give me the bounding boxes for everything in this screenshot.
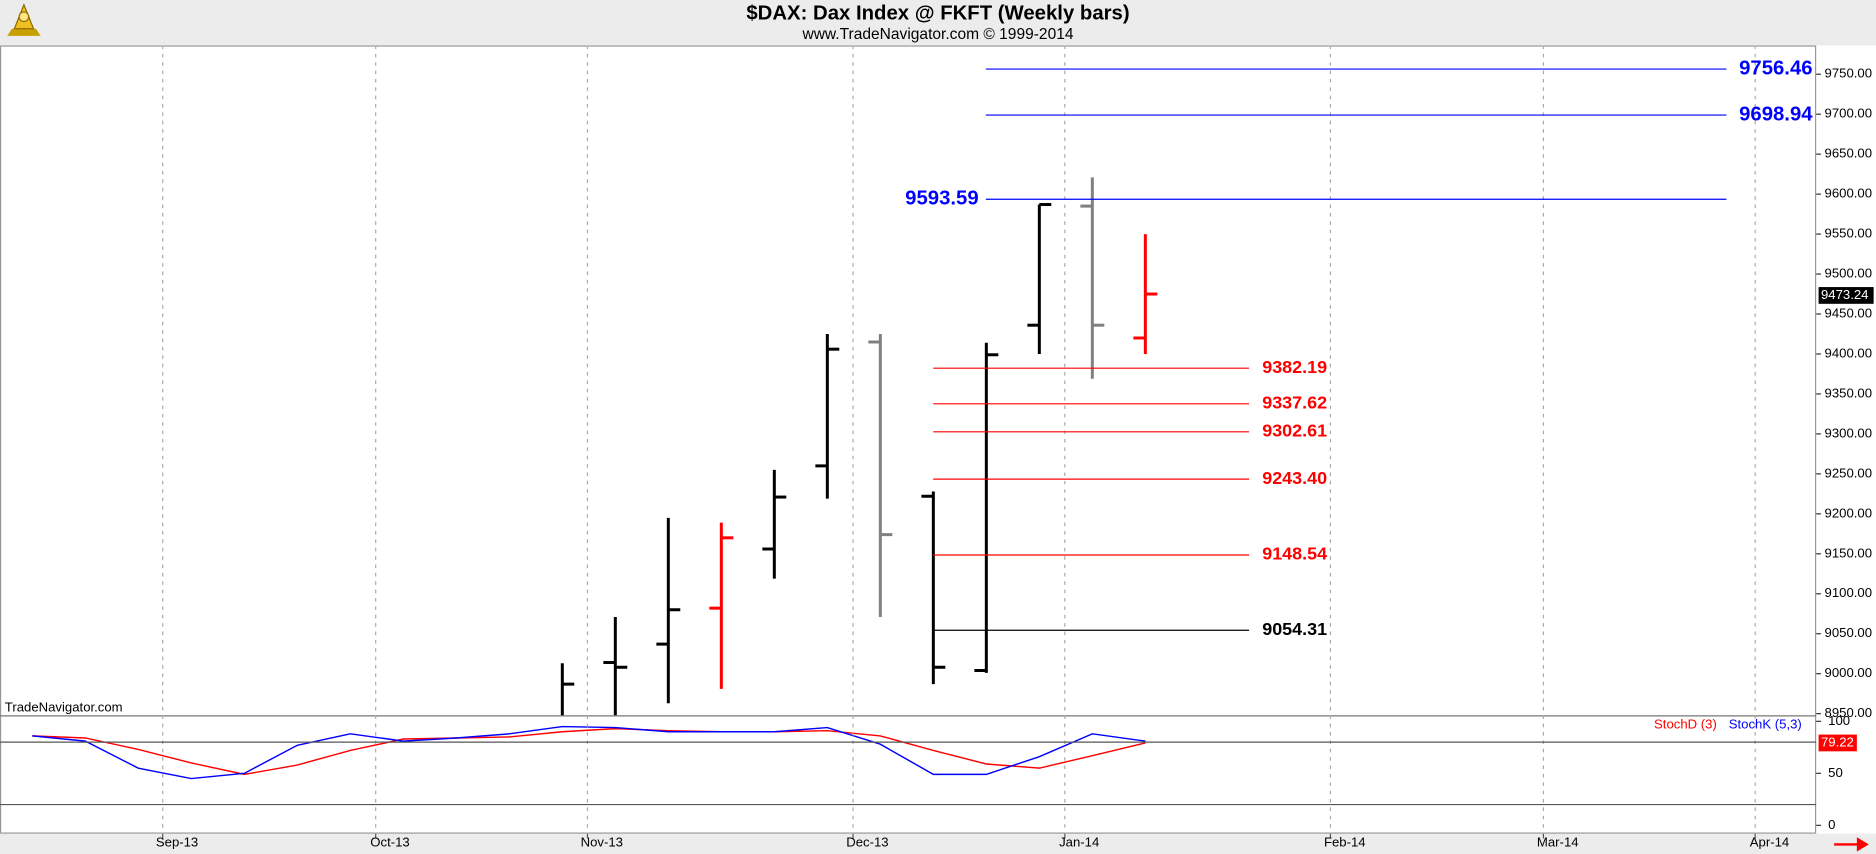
level-label: 9756.46 (1739, 57, 1812, 79)
x-tick-label: Sep-13 (156, 835, 198, 850)
scroll-arrow[interactable] (1834, 837, 1869, 852)
y-tick-label: 9600.00 (1825, 186, 1873, 201)
y-tick-label: 9250.00 (1825, 465, 1873, 480)
last-stoch-label: 79.22 (1821, 734, 1854, 749)
header-band (0, 0, 1876, 46)
y-tick-label: 9050.00 (1825, 625, 1873, 640)
x-tick-label: Nov-13 (581, 835, 623, 850)
last-price-box (1818, 287, 1874, 304)
chart-title: $DAX: Dax Index @ FKFT (Weekly bars) (746, 3, 1129, 25)
y-tick-label: 9150.00 (1825, 545, 1873, 560)
level-label: 9054.31 (1262, 619, 1327, 639)
y-tick-label: 9400.00 (1825, 345, 1873, 360)
x-tick-label: Apr-14 (1750, 835, 1789, 850)
stoch-y-tick-label: 0 (1828, 817, 1835, 832)
legend-entry: StochK (5,3) (1729, 716, 1802, 731)
level-label: 9337.62 (1262, 393, 1327, 413)
level-label: 9302.61 (1262, 421, 1327, 441)
logo (7, 3, 41, 36)
stoch-line (32, 727, 1146, 776)
stoch-y-tick-label: 100 (1828, 713, 1850, 728)
y-tick-label: 9300.00 (1825, 425, 1873, 440)
price-plot (560, 177, 1158, 716)
y-tick-label: 9000.00 (1825, 665, 1873, 680)
level-label: 9243.40 (1262, 468, 1327, 488)
stoch-y-tick-label: 50 (1828, 765, 1843, 780)
level-label: 9698.94 (1739, 103, 1813, 125)
x-tick-label: Dec-13 (846, 835, 888, 850)
plot-frame (0, 45, 1817, 834)
y-tick-label: 8950.00 (1825, 705, 1873, 720)
x-tick-label: Jan-14 (1059, 835, 1099, 850)
x-tick-label: Mar-14 (1537, 835, 1579, 850)
y-tick-label: 9200.00 (1825, 505, 1873, 520)
y-tick-label: 9100.00 (1825, 585, 1873, 600)
x-tick-label: Oct-13 (370, 835, 409, 850)
footer-band (0, 833, 1876, 854)
legend-entry: StochD (3) (1654, 716, 1717, 731)
x-tick-label: Feb-14 (1324, 835, 1366, 850)
level-label: 9593.59 (905, 188, 978, 210)
stoch-plot (32, 725, 1146, 780)
level-label: 9148.54 (1262, 544, 1327, 564)
y-tick-label: 9750.00 (1825, 66, 1873, 81)
watermark: TradeNavigator.com (5, 700, 123, 715)
last-stoch-box (1818, 734, 1857, 752)
y-tick-label: 9650.00 (1825, 146, 1873, 161)
y-tick-label: 9350.00 (1825, 385, 1873, 400)
stoch-line (32, 725, 1146, 780)
y-tick-label: 9700.00 (1825, 106, 1873, 121)
y-tick-label: 9500.00 (1825, 266, 1873, 281)
y-tick-label: 9450.00 (1825, 305, 1873, 320)
last-price-label: 9473.24 (1821, 287, 1869, 302)
chart-subtitle: www.TradeNavigator.com © 1999-2014 (801, 26, 1073, 43)
level-label: 9382.19 (1262, 357, 1327, 377)
y-tick-label: 9550.00 (1825, 226, 1873, 241)
